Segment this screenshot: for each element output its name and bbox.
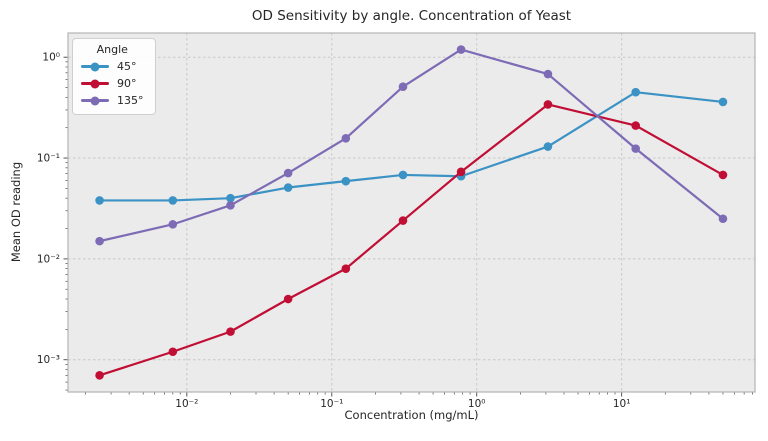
x-tick-label: 10⁰ — [468, 398, 486, 410]
x-tick-label: 10⁻² — [175, 398, 198, 410]
legend-item-label: 45° — [117, 60, 137, 73]
data-point-135° — [543, 69, 553, 79]
data-point-135° — [398, 82, 408, 91]
y-tick-label: 10⁻¹ — [37, 153, 60, 165]
data-point-90° — [456, 167, 466, 177]
legend-line-swatch — [81, 62, 109, 71]
data-point-90° — [718, 170, 728, 180]
legend-item-label: 90° — [117, 77, 137, 90]
data-point-90° — [543, 100, 553, 109]
x-tick-label: 10⁻¹ — [320, 398, 343, 410]
data-point-90° — [226, 327, 235, 336]
data-point-45° — [398, 170, 408, 180]
legend-marker-dot — [90, 62, 100, 71]
data-point-135° — [168, 220, 178, 229]
data-point-135° — [341, 133, 351, 143]
legend: Angle 45° 90° 135° — [72, 38, 156, 115]
data-point-90° — [168, 347, 178, 357]
legend-marker-dot — [90, 96, 100, 105]
series-line-135° — [98, 48, 725, 243]
data-point-135° — [631, 144, 640, 153]
y-tick-label: 10⁰ — [42, 52, 60, 64]
series-line-45° — [98, 91, 725, 202]
chart-title: OD Sensitivity by angle. Concentration o… — [251, 8, 572, 24]
data-point-45° — [283, 183, 293, 192]
legend-item-135°: 135° — [81, 92, 144, 109]
data-point-135° — [718, 214, 728, 224]
data-point-135° — [95, 236, 104, 246]
data-point-90° — [283, 294, 293, 304]
legend-item-90°: 90° — [81, 75, 144, 92]
data-point-45° — [543, 142, 553, 151]
legend-item-label: 135° — [117, 94, 144, 107]
legend-marker-dot — [90, 79, 100, 88]
data-point-45° — [95, 196, 104, 205]
legend-items: 45° 90° 135° — [81, 58, 144, 109]
legend-item-45°: 45° — [81, 58, 144, 75]
data-point-45° — [226, 193, 235, 203]
legend-title: Angle — [96, 43, 128, 56]
data-point-90° — [631, 121, 640, 130]
legend-line-swatch — [81, 79, 109, 88]
y-tick-label: 10⁻³ — [37, 354, 60, 366]
series-line-90° — [98, 103, 725, 377]
data-point-135° — [226, 200, 235, 210]
data-point-90° — [95, 371, 104, 380]
data-point-135° — [456, 45, 466, 54]
data-point-45° — [631, 87, 640, 97]
x-axis-label: Concentration (mg/mL) — [344, 408, 479, 422]
data-point-135° — [283, 168, 293, 178]
x-tick-label: 10¹ — [613, 398, 631, 410]
data-point-45° — [718, 97, 728, 107]
legend-line-swatch — [81, 96, 109, 105]
y-tick-label: 10⁻² — [37, 253, 60, 265]
data-point-90° — [398, 216, 408, 225]
plot-spines — [67, 32, 756, 393]
data-point-45° — [168, 196, 178, 205]
y-axis-label: Mean OD reading — [9, 161, 23, 263]
data-point-45° — [341, 176, 351, 186]
data-point-90° — [341, 264, 351, 273]
